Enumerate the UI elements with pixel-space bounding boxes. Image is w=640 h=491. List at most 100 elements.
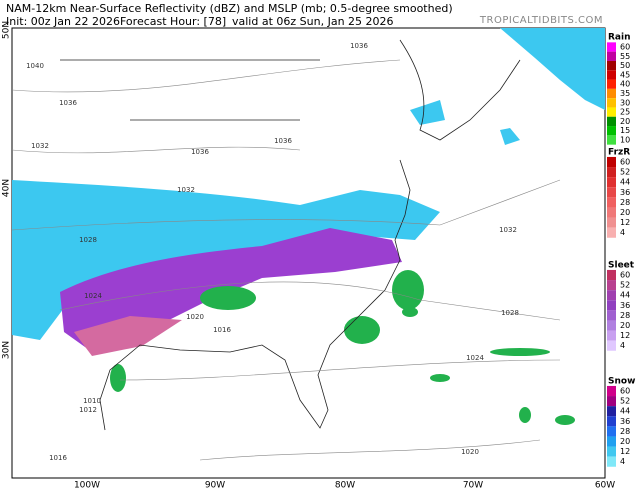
legend-swatch [607, 385, 616, 397]
isobar-label: 1020 [186, 313, 204, 321]
legend-swatch [607, 70, 616, 80]
legend-label: 12 [620, 331, 630, 340]
legend-label: 30 [620, 98, 630, 107]
precip-rain [410, 100, 445, 125]
precip-green [555, 415, 575, 425]
legend-swatch [607, 396, 616, 407]
legend-swatch [607, 88, 616, 99]
axes: 50N 40N 30N 100W 90W 80W 70W 60W [2, 21, 616, 491]
legend-label: 36 [620, 301, 630, 310]
legend-swatch [607, 269, 616, 281]
legend-swatch [607, 116, 616, 127]
legend: Rain6055504540353025201510FrzR6052443628… [607, 33, 635, 467]
isobar-label: 1020 [461, 448, 479, 456]
legend-label: 20 [620, 321, 630, 330]
legend-label: 36 [620, 417, 630, 426]
legend-swatch [607, 300, 616, 311]
lat-label: 40N [2, 179, 12, 197]
legend-swatch [607, 42, 616, 52]
legend-label: 44 [620, 407, 630, 416]
legend-swatch [607, 126, 616, 136]
legend-label: 45 [620, 70, 630, 79]
legend-swatch [607, 197, 616, 208]
lat-label: 50N [2, 21, 12, 39]
isobar-label: 1032 [499, 226, 517, 234]
legend-swatch [607, 187, 616, 198]
isobar-label: 1036 [350, 42, 368, 50]
legend-label: 12 [620, 447, 630, 456]
legend-swatch [607, 167, 616, 178]
legend-swatch [607, 177, 616, 188]
legend-label: 40 [620, 80, 630, 89]
legend-label: 20 [620, 208, 630, 217]
legend-swatch [607, 310, 616, 321]
lon-label: 60W [595, 481, 615, 491]
map [11, 27, 606, 479]
legend-title: Snow [608, 377, 635, 387]
legend-label: 4 [620, 457, 625, 466]
legend-label: 36 [620, 188, 630, 197]
precip-green [200, 286, 256, 310]
legend-label: 4 [620, 228, 625, 237]
lon-label: 90W [205, 481, 225, 491]
isobar-label: 1036 [274, 137, 292, 145]
isobar-label: 1028 [79, 236, 97, 244]
isobar-label: 1016 [213, 326, 231, 334]
legend-label: 25 [620, 108, 630, 117]
legend-label: 44 [620, 291, 630, 300]
isobar-label: 1024 [466, 354, 484, 362]
legend-swatch [607, 456, 616, 467]
isobar-label: 1016 [49, 454, 67, 462]
legend-label: 52 [620, 397, 630, 406]
legend-swatch [607, 290, 616, 301]
precip-green [430, 374, 450, 382]
isobar-label: 1036 [59, 99, 77, 107]
legend-title: Sleet [608, 261, 635, 271]
legend-label: 28 [620, 311, 630, 320]
legend-swatch [607, 207, 616, 218]
legend-swatch [607, 60, 616, 71]
legend-swatch [607, 107, 616, 117]
legend-swatch [607, 320, 616, 331]
legend-label: 15 [620, 126, 630, 135]
legend-swatch [607, 426, 616, 437]
legend-swatch [607, 406, 616, 417]
legend-label: 4 [620, 341, 625, 350]
isobar-label: 1032 [177, 186, 195, 194]
isobar [12, 59, 561, 461]
legend-swatch [607, 446, 616, 457]
legend-label: 10 [620, 136, 630, 145]
isobar-labels: 1040 1036 1032 1036 1036 1036 1032 1028 1024 1020… [26, 42, 519, 462]
legend-swatch [607, 416, 616, 427]
precip-green [110, 364, 126, 392]
legend-label: 52 [620, 281, 630, 290]
isobar-label: 1010 [83, 397, 101, 405]
legend-label: 44 [620, 178, 630, 187]
legend-title: FrzR [608, 148, 630, 158]
isobar-label: 1012 [79, 406, 97, 414]
legend-label: 20 [620, 437, 630, 446]
legend-swatch [607, 340, 616, 351]
legend-label: 60 [620, 158, 630, 167]
coastline [60, 39, 521, 431]
valid: valid at 06z Sun, Jan 25 2026 [232, 15, 394, 28]
legend-label: 60 [620, 387, 630, 396]
lon-label: 80W [335, 481, 355, 491]
legend-label: 60 [620, 271, 630, 280]
legend-label: 50 [620, 61, 630, 70]
lon-label: 100W [74, 481, 100, 491]
legend-swatch [607, 280, 616, 291]
legend-label: 35 [620, 89, 630, 98]
isobar-label: 1036 [191, 148, 209, 156]
legend-swatch [607, 98, 616, 108]
isobar-label: 1040 [26, 62, 44, 70]
legend-swatch [607, 436, 616, 447]
legend-swatch [607, 135, 616, 145]
forecast-hour: Forecast Hour: [78] [120, 15, 226, 28]
init: Init: 00z Jan 22 2026 [6, 15, 120, 28]
precip-rain [500, 28, 605, 110]
precip-green [519, 407, 531, 423]
lat-label: 30N [2, 341, 12, 359]
site: TROPICALTIDBITS.COM [479, 15, 603, 26]
